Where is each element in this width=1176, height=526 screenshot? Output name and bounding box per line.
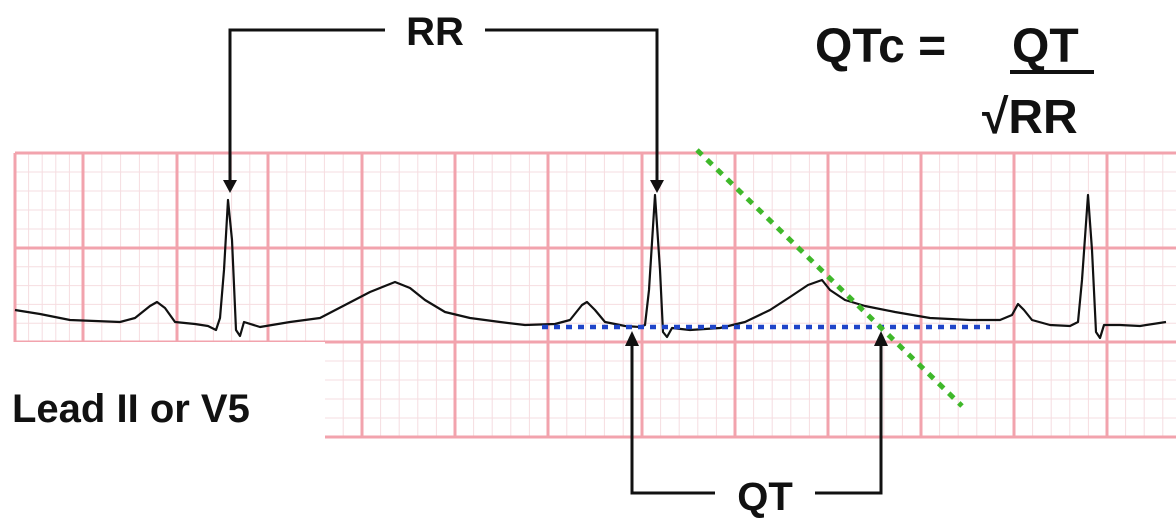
formula-lhs: QTc = bbox=[815, 20, 946, 73]
bottom-mask bbox=[0, 440, 1176, 521]
formula-numerator: QT bbox=[1012, 20, 1079, 73]
qt-label: QT bbox=[737, 475, 793, 519]
rr-arrowhead-right bbox=[650, 180, 664, 193]
rr-label: RR bbox=[406, 10, 464, 54]
ecg-trace bbox=[14, 193, 1167, 340]
qt-bracket bbox=[630, 340, 883, 495]
qt-arrowhead-left bbox=[625, 331, 639, 346]
qt-arrowhead-right bbox=[874, 331, 888, 346]
qtc-formula: QTc = QT √RR bbox=[815, 20, 1094, 144]
rr-bracket bbox=[228, 28, 659, 185]
formula-denominator: √RR bbox=[982, 91, 1078, 144]
tangent-dotted-line bbox=[695, 148, 964, 408]
lead-label: Lead II or V5 bbox=[12, 387, 250, 431]
rr-arrowhead-left bbox=[223, 180, 237, 193]
